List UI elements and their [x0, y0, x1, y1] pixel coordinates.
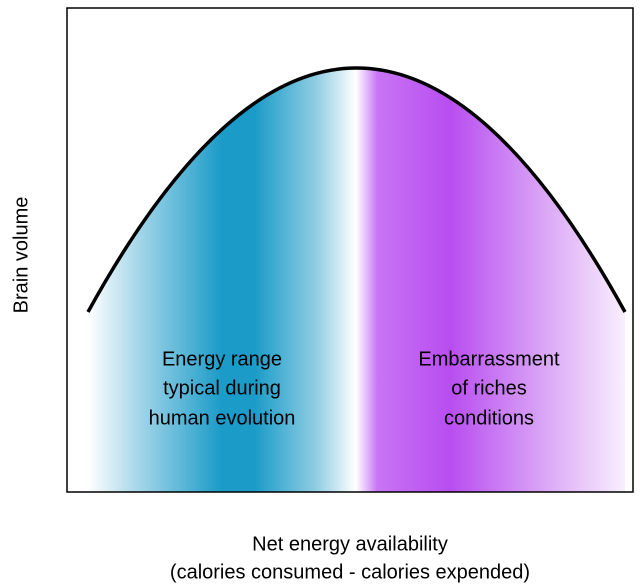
region-label: human evolution	[149, 407, 296, 429]
plot-frame	[66, 7, 634, 493]
region-label: of riches	[451, 377, 527, 399]
region-label: Energy range	[162, 348, 282, 370]
curve	[86, 66, 627, 313]
x-axis-label: (calories consumed - calories expended)	[170, 561, 530, 583]
region-label: typical during	[163, 377, 281, 399]
y-axis-label: Brain volume	[10, 197, 32, 314]
region-label: conditions	[444, 407, 534, 429]
x-axis-label: Net energy availability	[252, 533, 448, 555]
region-label: Embarrassment	[418, 348, 560, 370]
